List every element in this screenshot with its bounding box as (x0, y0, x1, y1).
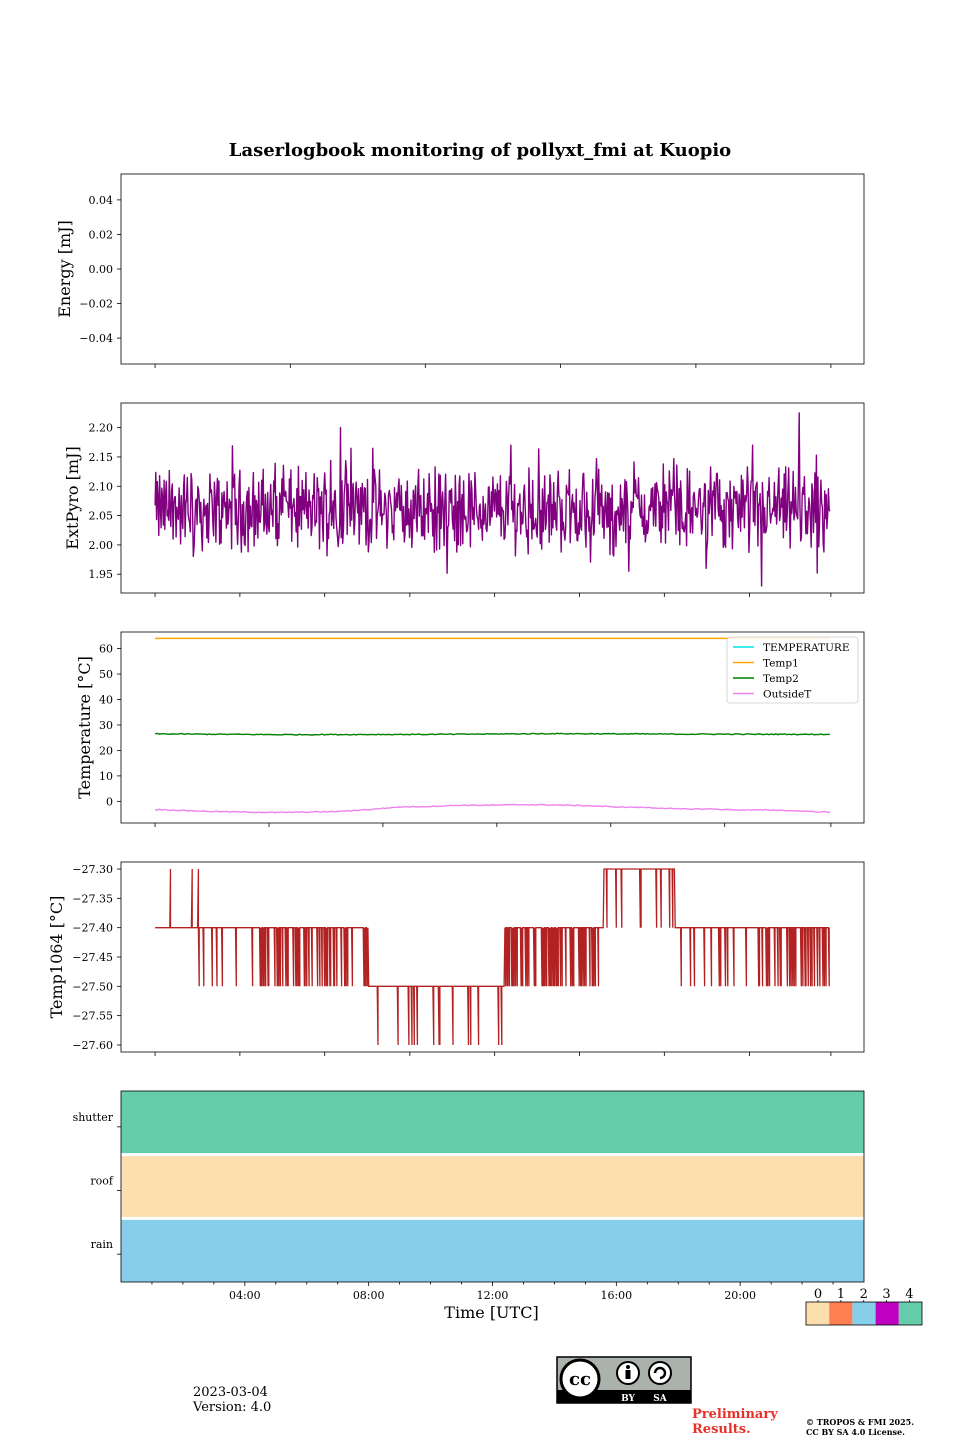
status-xtick-label: 20:00 (724, 1289, 756, 1302)
cc-circle-icon (559, 1358, 601, 1400)
energy-ylabel: Energy [mJ] (55, 220, 74, 318)
colorbar-label-4: 4 (905, 1287, 913, 1302)
cc-sa-label: SA (653, 1394, 667, 1404)
status-row-roof (121, 1154, 864, 1219)
extpyro-ytick-label: 2.10 (89, 480, 114, 493)
temperature-series-outsidet (155, 803, 831, 814)
colorbar-segment-4 (898, 1302, 922, 1325)
preliminary-line2: Results. (692, 1422, 751, 1437)
extpyro-frame (120, 402, 865, 594)
preliminary-text: Preliminary Results. (692, 1407, 778, 1437)
colorbar-label-1: 1 (837, 1287, 845, 1302)
extpyro-ytick-label: 2.00 (89, 539, 114, 552)
status-xtick-label: 04:00 (229, 1289, 261, 1302)
by-body-icon (625, 1370, 631, 1379)
temp1064-ytick-label: −27.60 (72, 1039, 113, 1052)
temp1064-series-line (155, 868, 830, 1046)
temp1064-ytick-label: −27.45 (72, 951, 113, 964)
extpyro-ytick-label: 2.15 (89, 451, 114, 464)
sa-arrow-icon (653, 1366, 667, 1380)
energy-ytick-label: −0.02 (79, 298, 113, 311)
by-head-icon (626, 1365, 630, 1369)
status-row-rain (121, 1218, 864, 1282)
version-label: Version: 4.0 (193, 1400, 272, 1415)
status-xtick-label: 12:00 (477, 1289, 509, 1302)
cc-by-label: BY (621, 1394, 635, 1404)
temperature-ytick-label: 20 (99, 744, 113, 757)
legend-label-temp2: Temp2 (763, 673, 799, 685)
legend-box (726, 636, 859, 704)
temp1064-ytick-label: −27.50 (72, 980, 113, 993)
status-xtick-label: 08:00 (353, 1289, 385, 1302)
temperature-frame (120, 631, 865, 824)
status-row-label-shutter: shutter (73, 1111, 114, 1124)
status-row-shutter (121, 1091, 864, 1155)
copyright-text: © TROPOS & FMI 2025. CC BY SA 4.0 Licens… (806, 1417, 914, 1437)
temperature-ylabel: Temperature [°C] (75, 656, 94, 799)
cc-license-icon: cc BY SA (556, 1356, 692, 1404)
temperature-ytick-label: 30 (99, 719, 113, 732)
legend-label-temp1: Temp1 (763, 658, 799, 670)
colorbar-label-3: 3 (882, 1287, 890, 1302)
legend-label-temperature: TEMPERATURE (763, 642, 850, 654)
temp1064-ytick-label: −27.55 (72, 1010, 113, 1023)
temperature-series-temp2 (155, 732, 830, 736)
colorbar-segment-3 (875, 1302, 899, 1325)
colorbar-label-0: 0 (814, 1287, 822, 1302)
extpyro-series-line (154, 412, 831, 587)
figure-title: Laserlogbook monitoring of pollyxt_fmi a… (228, 140, 732, 161)
temperature-ytick-label: 60 (99, 643, 113, 656)
temp1064-ytick-label: −27.30 (72, 863, 113, 876)
energy-ytick-label: 0.00 (89, 263, 114, 276)
temperature-legend: TEMPERATURE Temp1 Temp2 OutsideT (726, 636, 859, 704)
temp1064-ylabel: Temp1064 [°C] (47, 896, 66, 1019)
xlabel: Time [UTC] (444, 1303, 538, 1322)
energy-frame (120, 173, 865, 365)
date-label: 2023-03-04 (193, 1385, 268, 1400)
status-row-label-rain: rain (91, 1238, 113, 1251)
energy-ytick-label: −0.04 (79, 332, 113, 345)
extpyro-ylabel: ExtPyro [mJ] (63, 446, 82, 549)
temperature-ytick-label: 0 (106, 795, 113, 808)
cc-text-icon: cc (569, 1369, 591, 1390)
status-row-label-roof: roof (90, 1175, 114, 1188)
temp1064-ytick-label: −27.40 (72, 922, 113, 935)
preliminary-line1: Preliminary (692, 1407, 778, 1422)
temp1064-ytick-label: −27.35 (72, 892, 113, 905)
colorbar-segment-1 (829, 1302, 853, 1325)
temperature-ytick-label: 40 (99, 693, 113, 706)
copyright-line2: CC BY SA 4.0 License. (806, 1427, 905, 1437)
extpyro-ytick-label: 1.95 (89, 568, 114, 581)
temperature-ytick-label: 10 (99, 770, 113, 783)
extpyro-ytick-label: 2.20 (89, 422, 114, 435)
status-xtick-label: 16:00 (600, 1289, 632, 1302)
sa-icon (648, 1361, 672, 1385)
copyright-line1: © TROPOS & FMI 2025. (806, 1417, 915, 1427)
temperature-ytick-label: 50 (99, 668, 113, 681)
colorbar-label-2: 2 (860, 1287, 868, 1302)
extpyro-ytick-label: 2.05 (89, 510, 114, 523)
legend-label-outsidet: OutsideT (763, 689, 811, 701)
colorbar-segment-0 (806, 1302, 830, 1325)
temp1064-frame (120, 861, 865, 1053)
date-version-text: 2023-03-04 Version: 4.0 (193, 1385, 271, 1415)
energy-ytick-label: 0.04 (89, 194, 114, 207)
energy-ytick-label: 0.02 (89, 228, 114, 241)
colorbar-segment-2 (852, 1302, 876, 1325)
